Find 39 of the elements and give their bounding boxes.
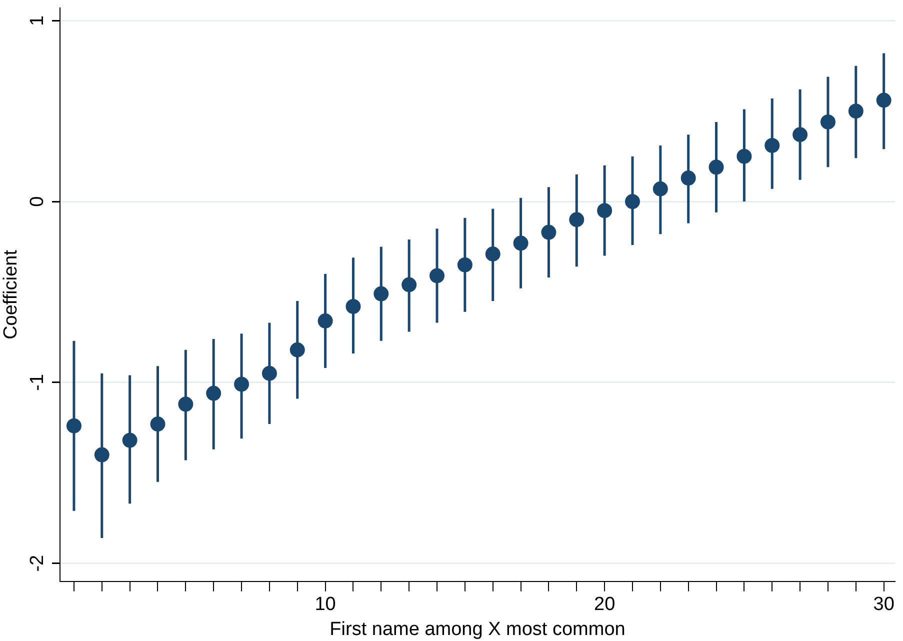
point [820, 114, 836, 130]
point [66, 418, 82, 434]
point [374, 286, 389, 302]
point [513, 236, 528, 251]
y-tick-label: 1 [27, 15, 48, 26]
y-tick-label: -2 [27, 554, 48, 572]
point [346, 298, 361, 314]
point [402, 277, 417, 292]
y-axis-title: Coefficient [0, 249, 22, 340]
point [680, 170, 696, 186]
y-tick-label: -1 [27, 374, 48, 391]
point [652, 181, 668, 196]
x-tick-label: 30 [873, 594, 894, 616]
point [764, 138, 780, 153]
y-tick-label: 0 [27, 196, 48, 207]
point [122, 432, 138, 448]
point [430, 268, 445, 284]
point [290, 342, 305, 358]
point [736, 148, 752, 164]
point [150, 416, 166, 432]
point [597, 203, 612, 218]
point [318, 313, 333, 328]
point [234, 376, 250, 392]
point [876, 92, 892, 108]
point [792, 127, 808, 142]
point [624, 194, 640, 210]
point [206, 386, 222, 401]
point [569, 212, 584, 228]
point [94, 447, 110, 462]
x-axis-title: First name among X most common [330, 618, 626, 640]
point [262, 366, 277, 381]
point [541, 224, 556, 240]
x-tick-label: 10 [314, 594, 336, 616]
x-tick-label: 20 [594, 594, 616, 616]
point [848, 104, 864, 119]
point [457, 257, 472, 272]
point [485, 246, 500, 262]
point [708, 160, 724, 175]
point [178, 396, 194, 412]
